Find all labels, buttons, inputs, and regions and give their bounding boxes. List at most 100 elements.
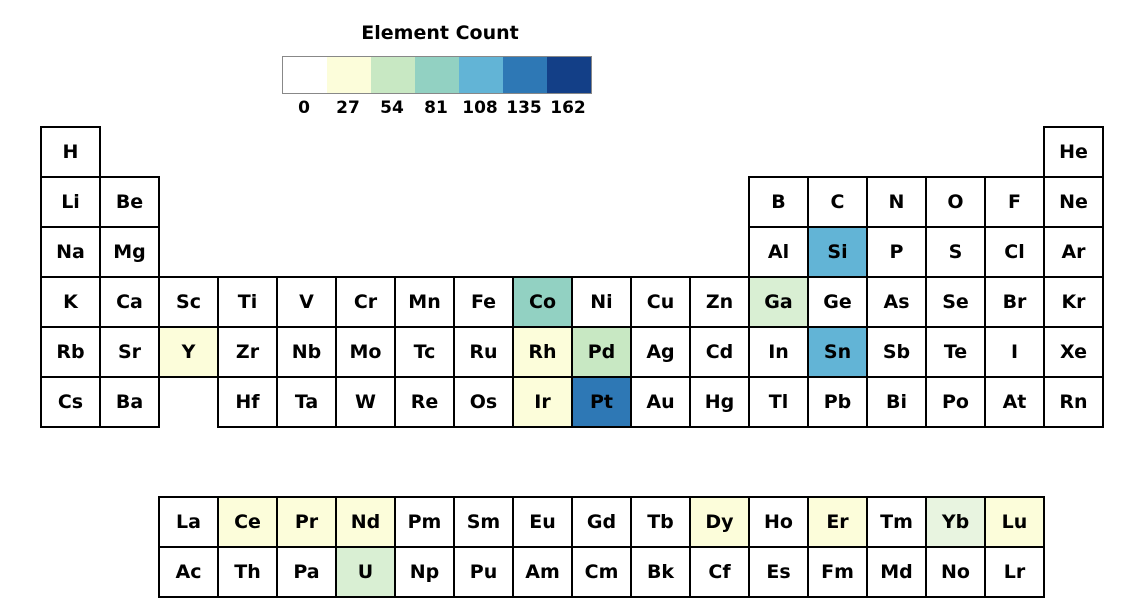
element-cell-ca: Ca <box>99 276 160 328</box>
element-symbol: I <box>1011 341 1018 363</box>
element-symbol: Kr <box>1061 291 1085 313</box>
element-symbol: Md <box>880 561 913 583</box>
element-cell-pa: Pa <box>276 546 337 598</box>
element-symbol: Lr <box>1004 561 1025 583</box>
element-symbol: Nd <box>351 511 381 533</box>
element-symbol: Cu <box>647 291 674 313</box>
element-cell-er: Er <box>807 496 868 548</box>
element-cell-fm: Fm <box>807 546 868 598</box>
element-symbol: Eu <box>529 511 556 533</box>
element-symbol: Be <box>116 191 143 213</box>
element-cell-li: Li <box>40 176 101 228</box>
element-cell-sm: Sm <box>453 496 514 548</box>
element-cell-s: S <box>925 226 986 278</box>
element-symbol: Mg <box>113 241 146 263</box>
element-cell-u: U <box>335 546 396 598</box>
element-cell-rb: Rb <box>40 326 101 378</box>
element-symbol: V <box>299 291 314 313</box>
element-symbol: Tc <box>414 341 436 363</box>
element-symbol: Au <box>646 391 674 413</box>
element-symbol: Mo <box>350 341 382 363</box>
element-symbol: Dy <box>705 511 733 533</box>
element-symbol: Ac <box>176 561 202 583</box>
element-cell-nd: Nd <box>335 496 396 548</box>
element-symbol: Cd <box>706 341 734 363</box>
element-symbol: Y <box>182 341 196 363</box>
element-cell-re: Re <box>394 376 455 428</box>
element-cell-rn: Rn <box>1043 376 1104 428</box>
element-cell-ni: Ni <box>571 276 632 328</box>
element-cell-i: I <box>984 326 1045 378</box>
element-symbol: Cf <box>708 561 730 583</box>
element-symbol: Re <box>411 391 439 413</box>
element-symbol: Es <box>766 561 790 583</box>
element-symbol: Ru <box>469 341 497 363</box>
element-symbol: Hg <box>705 391 735 413</box>
element-cell-v: V <box>276 276 337 328</box>
element-symbol: Sc <box>176 291 201 313</box>
element-symbol: F <box>1008 191 1021 213</box>
element-symbol: Zn <box>706 291 733 313</box>
element-symbol: O <box>947 191 963 213</box>
element-cell-zn: Zn <box>689 276 750 328</box>
element-symbol: Pd <box>588 341 616 363</box>
element-cell-sb: Sb <box>866 326 927 378</box>
element-cell-yb: Yb <box>925 496 986 548</box>
element-symbol: Cm <box>585 561 619 583</box>
element-symbol: Rn <box>1059 391 1087 413</box>
element-cell-pb: Pb <box>807 376 868 428</box>
element-symbol: Tl <box>769 391 788 413</box>
element-symbol: Sb <box>883 341 910 363</box>
element-cell-ba: Ba <box>99 376 160 428</box>
element-cell-ti: Ti <box>217 276 278 328</box>
element-cell-os: Os <box>453 376 514 428</box>
element-symbol: Ga <box>764 291 792 313</box>
element-cell-sc: Sc <box>158 276 219 328</box>
element-cell-pm: Pm <box>394 496 455 548</box>
element-symbol: Ti <box>238 291 257 313</box>
element-cell-mn: Mn <box>394 276 455 328</box>
element-symbol: Pu <box>470 561 497 583</box>
element-symbol: Zr <box>236 341 259 363</box>
element-cell-sr: Sr <box>99 326 160 378</box>
element-symbol: No <box>941 561 970 583</box>
element-cell-y: Y <box>158 326 219 378</box>
element-symbol: Ag <box>646 341 674 363</box>
element-cell-b: B <box>748 176 809 228</box>
element-symbol: Pa <box>293 561 319 583</box>
element-cell-o: O <box>925 176 986 228</box>
element-cell-be: Be <box>99 176 160 228</box>
element-symbol: Li <box>61 191 80 213</box>
element-cell-pr: Pr <box>276 496 337 548</box>
element-cell-ru: Ru <box>453 326 514 378</box>
element-symbol: Ta <box>295 391 318 413</box>
element-cell-pt: Pt <box>571 376 632 428</box>
element-symbol: Np <box>410 561 440 583</box>
element-cell-cs: Cs <box>40 376 101 428</box>
element-symbol: Ho <box>764 511 793 533</box>
element-symbol: Bi <box>886 391 907 413</box>
element-cell-cd: Cd <box>689 326 750 378</box>
element-cell-tb: Tb <box>630 496 691 548</box>
element-symbol: N <box>889 191 905 213</box>
element-cell-lu: Lu <box>984 496 1045 548</box>
element-symbol: Er <box>826 511 848 533</box>
element-cell-pu: Pu <box>453 546 514 598</box>
element-symbol: Ba <box>116 391 143 413</box>
element-symbol: Ar <box>1061 241 1085 263</box>
element-cell-th: Th <box>217 546 278 598</box>
element-cell-rh: Rh <box>512 326 573 378</box>
element-symbol: Al <box>768 241 789 263</box>
element-cell-ag: Ag <box>630 326 691 378</box>
element-symbol: In <box>768 341 789 363</box>
element-cell-ho: Ho <box>748 496 809 548</box>
element-cell-pd: Pd <box>571 326 632 378</box>
element-cell-w: W <box>335 376 396 428</box>
element-cell-la: La <box>158 496 219 548</box>
element-symbol: Rb <box>56 341 84 363</box>
element-symbol: Am <box>525 561 560 583</box>
element-cell-xe: Xe <box>1043 326 1104 378</box>
element-cell-es: Es <box>748 546 809 598</box>
element-cell-md: Md <box>866 546 927 598</box>
element-symbol: Ce <box>234 511 261 533</box>
